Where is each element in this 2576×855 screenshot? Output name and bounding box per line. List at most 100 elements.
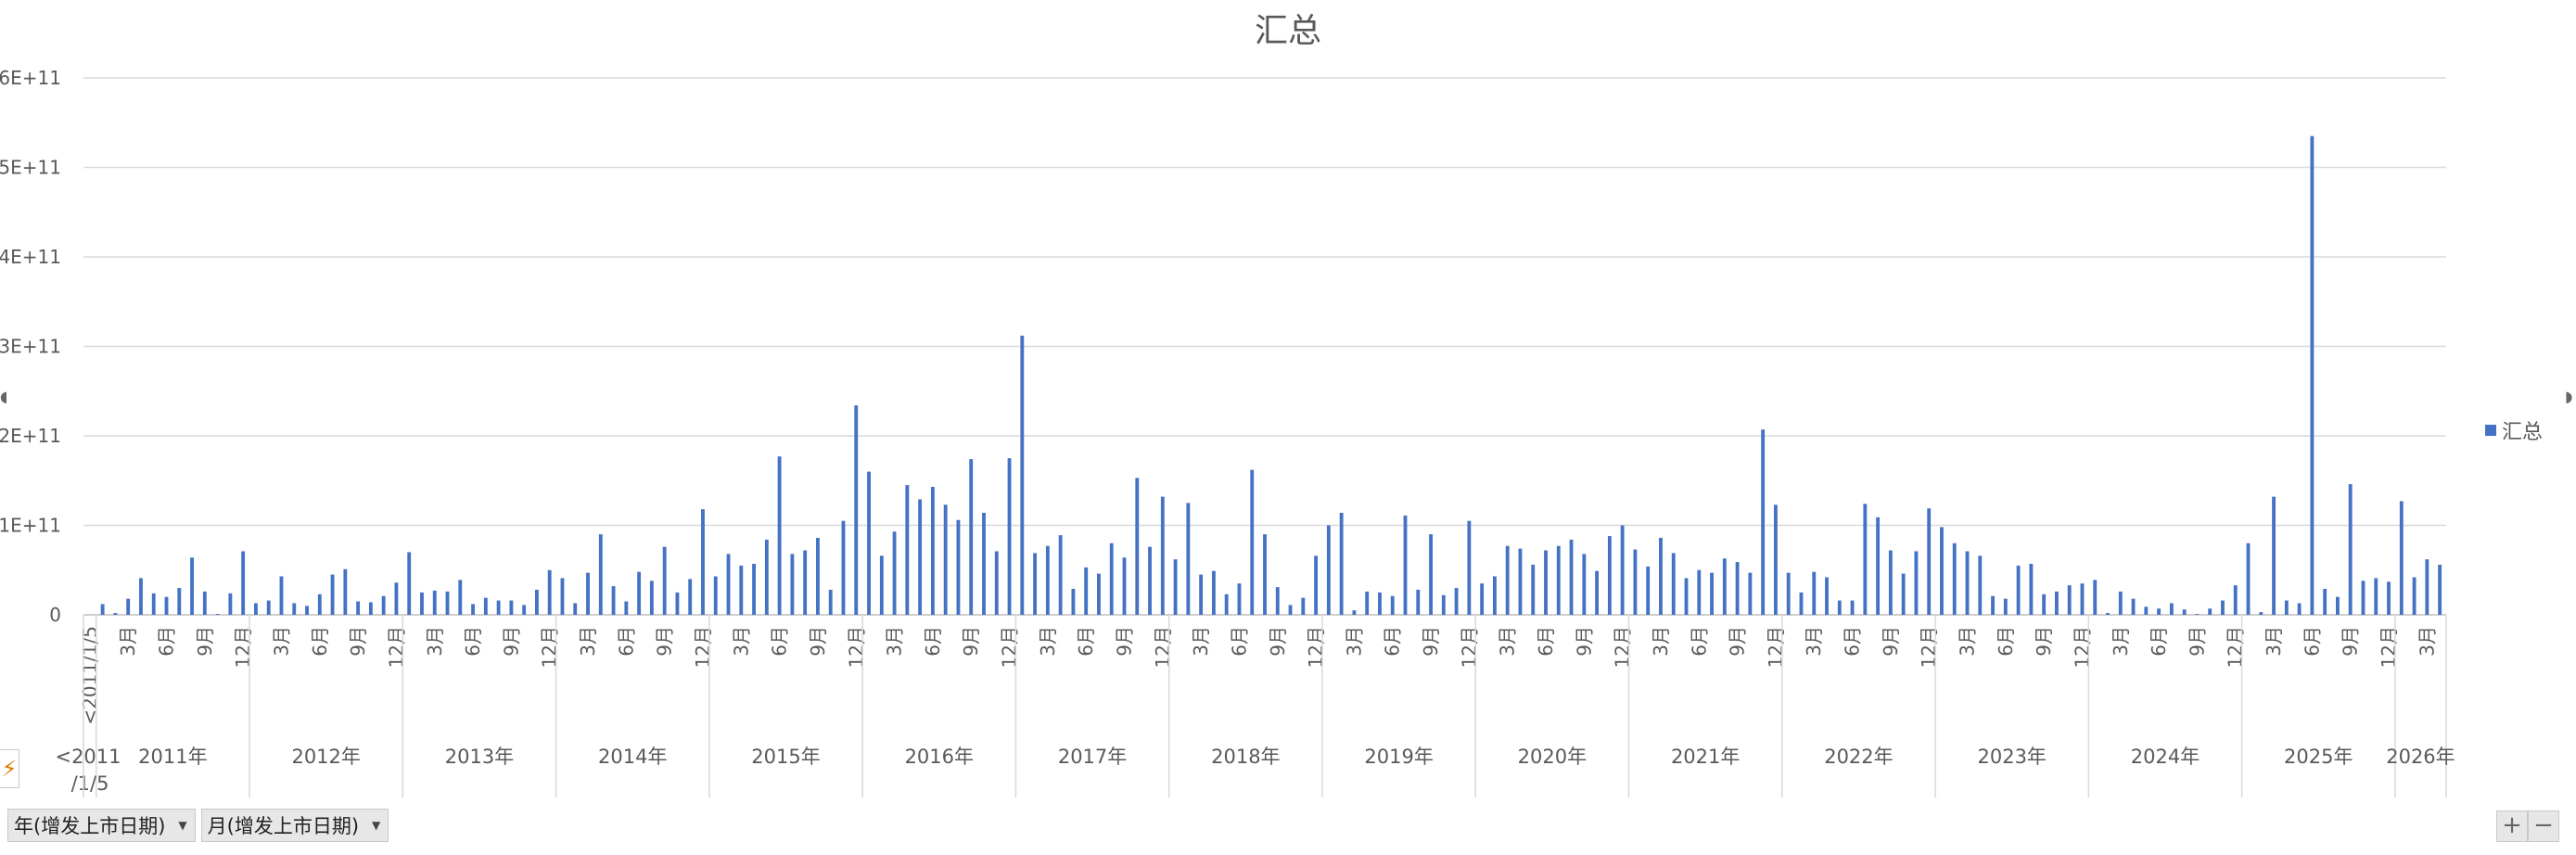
bar xyxy=(2054,591,2059,615)
bar xyxy=(752,563,757,615)
bar xyxy=(1697,569,1702,615)
bar xyxy=(956,519,961,615)
bar xyxy=(739,565,744,615)
bar xyxy=(982,512,986,615)
bar xyxy=(2029,563,2034,615)
bar xyxy=(1607,536,1612,615)
bar xyxy=(777,456,782,615)
left-resize-handle-icon[interactable]: ◖ xyxy=(0,388,8,405)
bar xyxy=(816,538,820,615)
bar xyxy=(1480,583,1485,615)
bar xyxy=(1773,504,1778,615)
group-label: 2026年 xyxy=(2386,746,2455,768)
month-field-button[interactable]: 月(增发上市日期) ▼ xyxy=(200,809,389,842)
x-tick-label: 3月 xyxy=(117,626,139,657)
bar xyxy=(292,603,297,615)
right-resize-handle-icon[interactable]: ◗ xyxy=(2565,388,2573,405)
bar xyxy=(1812,571,1817,615)
x-tick-label: 12月 xyxy=(2071,626,2093,668)
x-tick-label: 9月 xyxy=(960,626,982,657)
bar xyxy=(1620,525,1625,615)
bar xyxy=(2233,585,2238,615)
y-tick-label: 0 xyxy=(49,604,61,626)
x-tick-label: 6月 xyxy=(2148,626,2170,657)
x-tick-label: 3月 xyxy=(1650,626,1672,657)
bar xyxy=(420,592,424,615)
group-label: 2011年 xyxy=(138,746,207,768)
bar xyxy=(2374,578,2378,615)
group-label: 2014年 xyxy=(598,746,667,768)
month-field-label: 月(增发上市日期) xyxy=(207,815,360,837)
expand-plus-button[interactable]: + xyxy=(2496,810,2528,842)
bar xyxy=(611,586,616,615)
bar xyxy=(1237,583,1242,615)
y-tick-label: 5E+11 xyxy=(0,157,61,179)
bar xyxy=(649,581,654,615)
x-tick-label: 3月 xyxy=(2263,626,2285,657)
year-field-label: 年(增发上市日期) xyxy=(14,815,166,837)
x-tick-label: 6月 xyxy=(1842,626,1864,657)
bar xyxy=(828,589,833,615)
bar xyxy=(637,571,642,615)
year-field-button[interactable]: 年(增发上市日期) ▼ xyxy=(7,809,196,842)
y-tick-label: 1E+11 xyxy=(0,515,61,537)
bar xyxy=(2412,577,2417,615)
bar xyxy=(1224,593,1229,615)
x-tick-label: 6月 xyxy=(615,626,637,657)
bar xyxy=(1467,520,1472,615)
bar xyxy=(215,614,220,615)
x-tick-label: 6月 xyxy=(156,626,178,657)
bar xyxy=(1876,517,1881,615)
bar xyxy=(2438,564,2442,615)
bar xyxy=(2297,603,2302,615)
bar xyxy=(368,602,373,615)
x-tick-label: 6月 xyxy=(769,626,791,657)
legend-swatch xyxy=(2485,425,2496,436)
bar xyxy=(1952,542,1957,615)
bar xyxy=(2310,135,2315,616)
bar xyxy=(2259,612,2264,615)
bar xyxy=(1390,595,1395,615)
bar xyxy=(726,554,731,615)
group-label: 2022年 xyxy=(1824,746,1893,768)
bar xyxy=(2348,484,2353,615)
collapse-minus-button[interactable]: − xyxy=(2528,810,2559,842)
bar xyxy=(598,534,603,615)
x-tick-label: 12月 xyxy=(1612,626,1634,668)
bar xyxy=(2208,608,2213,615)
x-tick-label: 9月 xyxy=(2033,626,2055,657)
pivot-field-buttons: 年(增发上市日期) ▼ 月(增发上市日期) ▼ xyxy=(7,809,389,842)
bar xyxy=(2182,609,2187,615)
filter-icon[interactable]: ⚡ xyxy=(0,749,19,788)
bar xyxy=(190,557,194,615)
x-tick-label: 12月 xyxy=(999,626,1021,668)
bar xyxy=(1940,527,1944,615)
x-tick-label: 3月 xyxy=(1497,626,1519,657)
bar xyxy=(2425,559,2429,615)
bar xyxy=(330,574,335,615)
dropdown-arrow-icon: ▼ xyxy=(372,819,381,832)
bar xyxy=(930,487,935,615)
x-tick-label: 12月 xyxy=(2378,626,2400,668)
bar xyxy=(1326,525,1331,615)
group-label: 2016年 xyxy=(905,746,974,768)
bar xyxy=(1097,573,1101,615)
bar xyxy=(1569,539,1574,615)
bar xyxy=(1339,512,1344,615)
x-tick-label: 9月 xyxy=(2340,626,2362,657)
x-tick-label: 9月 xyxy=(1267,626,1289,657)
bar xyxy=(1033,553,1038,615)
bar xyxy=(2106,613,2110,615)
x-tick-label: <2011/1/5 xyxy=(79,626,101,725)
bar xyxy=(1735,562,1740,615)
bar xyxy=(266,600,271,615)
bar xyxy=(2361,581,2366,615)
group-label: 2023年 xyxy=(1977,746,2046,768)
bar xyxy=(713,576,718,615)
x-tick-label: 3月 xyxy=(2110,626,2132,657)
bar xyxy=(228,593,233,615)
x-tick-label: 3月 xyxy=(577,626,599,657)
bar xyxy=(535,589,539,615)
bar xyxy=(1441,594,1446,615)
